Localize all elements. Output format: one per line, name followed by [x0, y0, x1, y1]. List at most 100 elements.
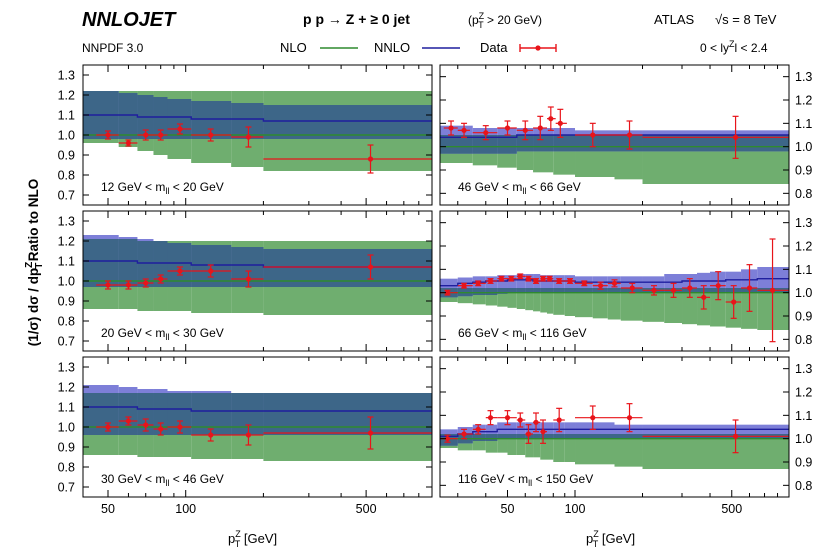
- overlap-band: [614, 434, 643, 439]
- x-tick-label: 500: [721, 502, 742, 516]
- nlo-band: [553, 288, 565, 315]
- data-marker: [548, 116, 554, 122]
- data-point: [472, 424, 486, 435]
- data-marker: [746, 285, 753, 291]
- data-marker: [504, 415, 511, 421]
- nnlo-band: [485, 276, 498, 295]
- data-marker: [367, 264, 374, 270]
- data-point: [440, 289, 458, 296]
- data-marker: [125, 418, 132, 424]
- plot-area: [440, 403, 789, 469]
- nlo-band: [592, 288, 608, 319]
- data-point: [546, 106, 556, 131]
- y-tick-label: 1.1: [795, 117, 812, 131]
- data-marker: [158, 426, 164, 432]
- data-point: [231, 424, 264, 446]
- overlap-band: [497, 434, 508, 439]
- data-marker: [125, 140, 132, 146]
- data-point: [231, 126, 264, 148]
- data-point: [263, 416, 432, 450]
- y-tick-label: 0.8: [795, 333, 812, 347]
- y-tick-label: 0.8: [58, 315, 75, 329]
- nnlo-line: [83, 406, 432, 412]
- overlap-band: [231, 103, 264, 139]
- panel-right-top: 0.8 0.9 1.0 1.1 1.2 1.3 46 GeV < mll < 66 GeV: [439, 64, 812, 206]
- data-point: [642, 115, 789, 159]
- x-tick-label: 100: [175, 502, 196, 516]
- y-axis-label: (1/σ) dσ / dpZT: [24, 262, 45, 347]
- data-point: [516, 273, 526, 280]
- data-marker: [487, 415, 494, 421]
- overlap-band: [533, 434, 541, 439]
- y-tick-label: 1.1: [795, 409, 812, 423]
- overlap-band: [525, 288, 534, 293]
- data-marker: [611, 280, 618, 286]
- nlo-band: [614, 434, 643, 467]
- data-point: [153, 422, 168, 436]
- nnlo-band: [533, 422, 541, 439]
- panel-left-bottom: 0.7 0.8 0.9 1.0 1.1 1.2 1.3 50 100 500 30 GeV < ml…: [58, 356, 433, 516]
- overlap-band: [497, 135, 517, 154]
- plot-area: [83, 91, 432, 174]
- overlap-band: [137, 241, 154, 287]
- overlap-band: [546, 288, 554, 293]
- data-point: [231, 270, 264, 288]
- data-marker: [581, 280, 587, 286]
- data-marker: [143, 422, 149, 428]
- overlap-band: [263, 105, 432, 139]
- data-marker: [522, 127, 528, 133]
- data-point: [118, 416, 138, 426]
- panel-mass-label: 30 GeV < mll < 46 GeV: [101, 472, 224, 488]
- data-marker: [367, 156, 374, 162]
- nlo-band: [575, 288, 593, 318]
- nlo-band: [546, 288, 554, 314]
- data-point: [575, 405, 615, 430]
- data-point: [191, 264, 232, 278]
- data-marker: [208, 132, 214, 138]
- nnlo-band: [516, 274, 526, 293]
- panel-mass-label: 46 GeV < mll < 66 GeV: [458, 180, 581, 196]
- y-tick-label: 0.9: [58, 295, 75, 309]
- nlo-band: [564, 434, 576, 462]
- y-tick-label: 1.1: [58, 255, 75, 269]
- data-point: [191, 128, 232, 142]
- overlap-band: [118, 239, 138, 287]
- data-point: [96, 130, 119, 140]
- data-point: [137, 278, 154, 288]
- nlo-band: [607, 288, 621, 320]
- data-marker: [533, 419, 539, 425]
- data-point: [497, 120, 517, 136]
- overlap-band: [485, 434, 498, 441]
- x-axis-label-left: pZ T [GeV]: [228, 529, 277, 549]
- nnlo-line: [83, 114, 432, 122]
- nnlo-band: [507, 275, 517, 293]
- y-tick-label: 1.1: [58, 401, 75, 415]
- data-point: [725, 285, 742, 319]
- y-tick-label: 1.0: [795, 140, 812, 154]
- overlap-band: [83, 239, 119, 287]
- data-point: [167, 123, 192, 135]
- data-marker: [498, 276, 505, 282]
- y-tick-label: 1.3: [795, 70, 812, 84]
- panel-mass-label: 116 GeV < mll < 150 GeV: [458, 472, 593, 488]
- plot-area: [83, 235, 432, 315]
- overlap-band: [516, 434, 526, 439]
- legend: NLO NNLO Data: [280, 40, 557, 55]
- data-point: [710, 271, 726, 301]
- y-tick-label: 0.8: [58, 461, 75, 475]
- overlap-band: [607, 288, 621, 293]
- data-point: [540, 275, 547, 282]
- nnlo-band: [564, 422, 576, 439]
- data-point: [485, 410, 498, 426]
- data-marker: [590, 415, 596, 421]
- data-marker: [567, 278, 573, 284]
- nnlo-band: [485, 424, 498, 441]
- energy-label: √s = 8 TeV: [715, 12, 777, 27]
- panel-left-middle: 0.7 0.8 0.9 1.0 1.1 1.2 1.3 20 GeV < mll < 30 G…: [58, 210, 433, 352]
- data-point: [457, 428, 473, 440]
- data-point: [592, 281, 608, 290]
- y-tick-label: 1.0: [58, 129, 75, 143]
- nlo-band: [664, 288, 683, 323]
- panel-frame: [439, 210, 790, 352]
- y-tick-label: 1.2: [795, 240, 812, 254]
